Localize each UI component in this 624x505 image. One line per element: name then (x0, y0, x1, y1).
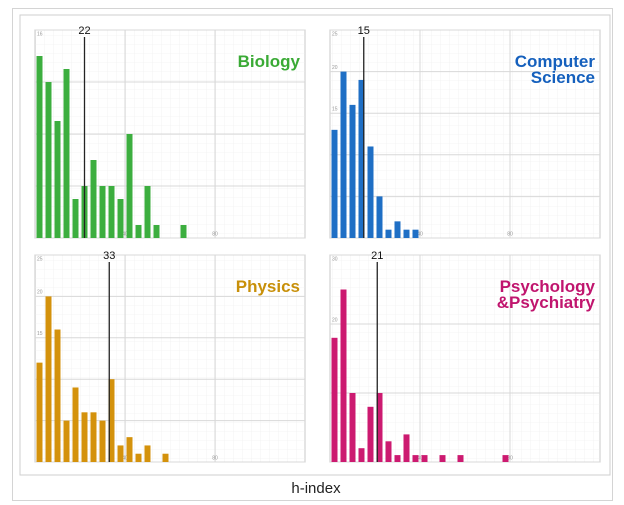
bar (385, 229, 392, 238)
bar (36, 362, 43, 462)
bar (358, 448, 365, 462)
bar (63, 69, 70, 238)
bar (108, 186, 115, 238)
fine-grid (35, 255, 305, 462)
fine-grid (330, 255, 600, 462)
bar (90, 160, 97, 238)
bar (349, 393, 356, 462)
bar (153, 225, 160, 238)
y-tick-label: 15 (37, 331, 43, 337)
bar (45, 296, 52, 462)
panel-title: Physics (235, 277, 300, 296)
bar (412, 229, 419, 238)
x-tick-label: 80 (507, 455, 513, 461)
bar (376, 393, 383, 462)
bar (457, 455, 464, 462)
reference-label: 15 (358, 25, 370, 37)
bar (394, 221, 401, 238)
bar (108, 379, 115, 462)
bar (180, 225, 187, 238)
x-tick-label: 40 (417, 231, 423, 237)
bar (403, 434, 410, 462)
panel-title: Psychology &Psychiatry (496, 277, 595, 312)
bar (358, 79, 365, 238)
bar (162, 453, 169, 462)
bar (72, 387, 79, 462)
bar (367, 146, 374, 238)
x-tick-label: 40 (417, 455, 423, 461)
bar (54, 121, 61, 238)
bar (331, 129, 338, 238)
y-tick-label: 16 (37, 31, 43, 37)
x-axis-label: h-index (291, 480, 341, 497)
bar (144, 445, 151, 462)
bar (421, 455, 428, 462)
reference-label: 33 (103, 250, 115, 262)
bar (385, 441, 392, 462)
bar (117, 199, 124, 238)
x-tick-label: 80 (212, 231, 218, 237)
bar (439, 455, 446, 462)
reference-label: 22 (78, 25, 90, 37)
y-tick-label: 20 (37, 290, 43, 296)
bar (117, 445, 124, 462)
bar (45, 82, 52, 238)
bar (81, 412, 88, 462)
bar (99, 420, 106, 462)
bar (502, 455, 509, 462)
y-tick-label: 15 (332, 107, 338, 113)
bar (144, 186, 151, 238)
bar (403, 229, 410, 238)
bar (412, 455, 419, 462)
x-tick-label: 40 (122, 455, 128, 461)
y-tick-label: 20 (332, 65, 338, 71)
bar (394, 455, 401, 462)
bar (72, 199, 79, 238)
bar (135, 225, 142, 238)
x-tick-label: 80 (212, 455, 218, 461)
panel-title: Biology (237, 52, 300, 71)
panel-title: Computer Science (514, 52, 595, 87)
bar (340, 289, 347, 462)
bar (126, 437, 133, 462)
x-tick-label: 40 (122, 231, 128, 237)
bar (135, 453, 142, 462)
bar (54, 329, 61, 462)
bar (90, 412, 97, 462)
reference-label: 21 (371, 250, 383, 262)
y-tick-label: 30 (332, 256, 338, 262)
bar (367, 406, 374, 462)
bar (63, 420, 70, 462)
x-tick-label: 80 (507, 231, 513, 237)
bar (349, 104, 356, 238)
bar (376, 196, 383, 238)
fine-grid (330, 30, 600, 238)
y-tick-label: 20 (332, 317, 338, 323)
bar (340, 71, 347, 238)
bar (99, 186, 106, 238)
bar (331, 337, 338, 462)
y-tick-label: 25 (332, 31, 338, 37)
y-tick-label: 25 (37, 256, 43, 262)
bar (126, 134, 133, 238)
bar (36, 56, 43, 238)
